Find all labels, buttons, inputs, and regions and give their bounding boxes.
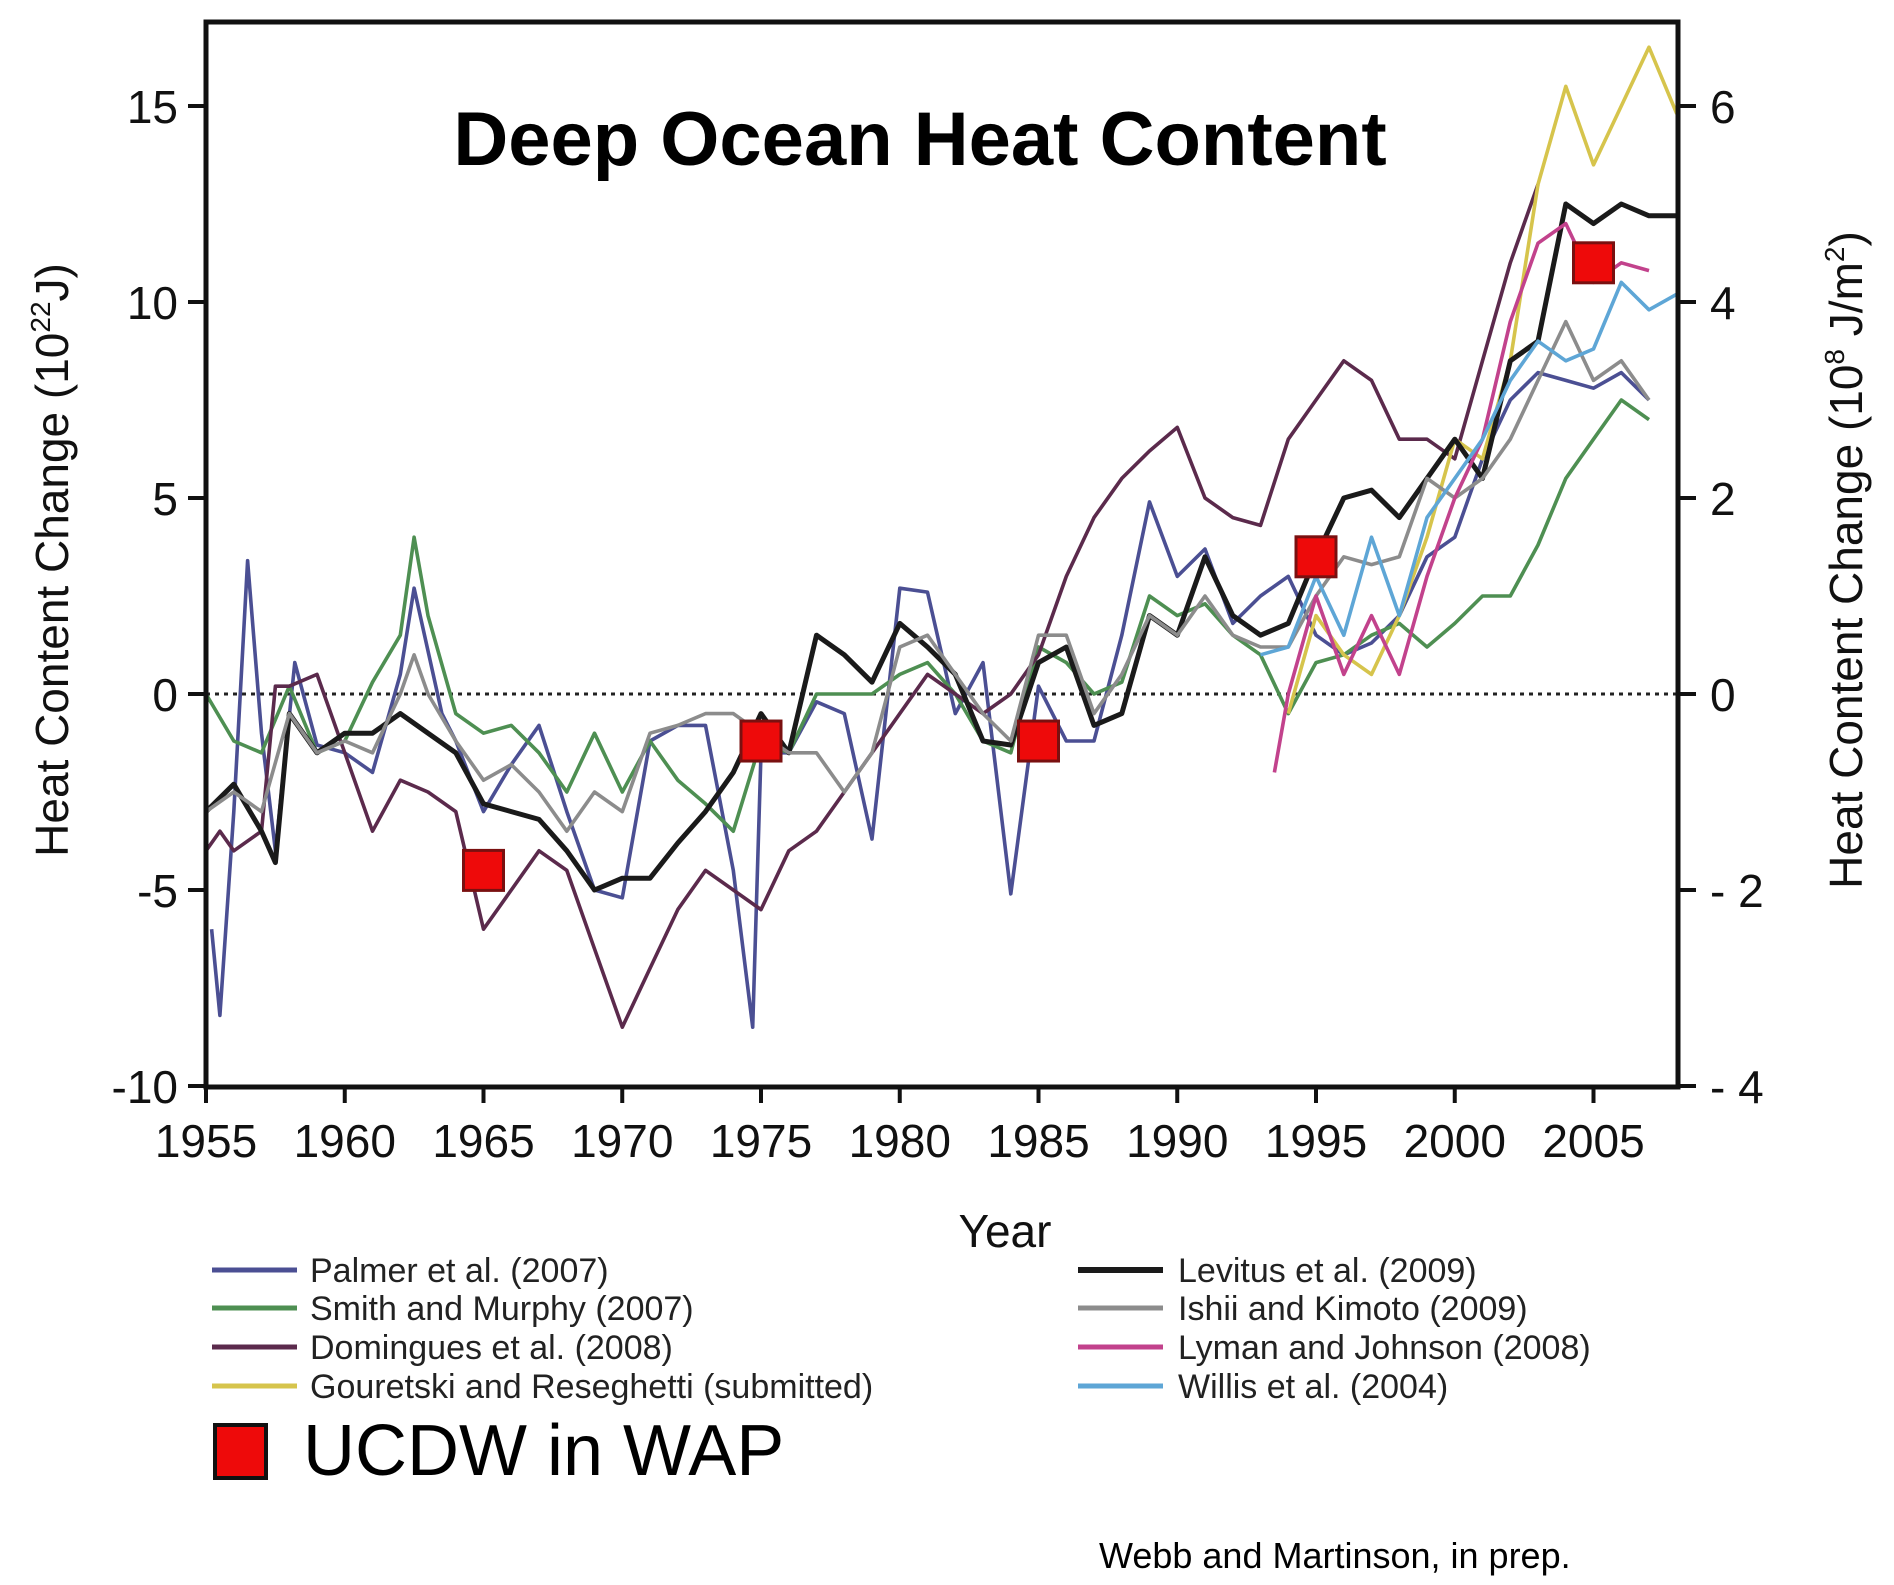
y2-tick-label: - 4: [1710, 1061, 1764, 1113]
x-tick-label: 1990: [1126, 1115, 1228, 1167]
legend-label: Smith and Murphy (2007): [310, 1290, 694, 1328]
ucdw-marker: [1572, 241, 1615, 285]
x-tick-label: 1960: [294, 1115, 396, 1167]
y-tick-label: -10: [112, 1061, 178, 1113]
y-axis-ticks: 15 10 5 0 -5 -10: [112, 81, 206, 1113]
legend: Palmer et al. (2007)Smith and Murphy (20…: [212, 1252, 1591, 1406]
ucdw-legend: UCDW in WAP: [213, 1411, 784, 1491]
legend-label: Willis et al. (2004): [1178, 1368, 1448, 1406]
ucdw-legend-label: UCDW in WAP: [303, 1411, 784, 1491]
y-tick-label: -5: [137, 865, 178, 917]
y2-tick-label: 2: [1710, 473, 1736, 525]
x-tick-label: 1975: [710, 1115, 812, 1167]
series-group: [206, 45, 1678, 1029]
y2-axis-title: Heat Content Change (108 J/m2): [1819, 231, 1872, 889]
y2-axis-title-main: Heat Content Change (10: [1820, 365, 1872, 889]
series-line-4: [1286, 45, 1678, 715]
y-tick-label: 0: [152, 669, 178, 721]
ucdw-marker: [1017, 719, 1060, 763]
y2-axis-title-close: ): [1820, 231, 1872, 246]
y2-axis-ticks: 6 4 2 0 - 2 - 4: [1678, 81, 1764, 1113]
y-axis-title-end: J): [26, 263, 78, 301]
y2-tick-label: 6: [1710, 81, 1736, 133]
x-tick-label: 1965: [432, 1115, 534, 1167]
ucdw-markers: [462, 241, 1615, 892]
y-tick-label: 15: [127, 81, 178, 133]
x-tick-label: 1980: [849, 1115, 951, 1167]
x-tick-label: 1985: [987, 1115, 1089, 1167]
x-axis-ticks: 1955 1960 1965 1970 1975 1980 1985 1990 1995 2000…: [155, 1087, 1645, 1167]
ucdw-legend-swatch: [213, 1423, 268, 1480]
legend-label: Ishii and Kimoto (2009): [1178, 1290, 1528, 1328]
legend-label: Gouretski and Reseghetti (submitted): [310, 1368, 873, 1406]
y2-tick-label: 4: [1710, 277, 1736, 329]
x-tick-label: 1955: [155, 1115, 257, 1167]
plot-frame: [203, 19, 1681, 1090]
y-axis-title: Heat Content Change (1022J): [25, 263, 78, 857]
series-line-6: [206, 319, 1651, 834]
chart-title: Deep Ocean Heat Content: [453, 97, 1386, 182]
legend-label: Domingues et al. (2008): [310, 1329, 673, 1367]
ucdw-marker: [462, 848, 505, 892]
y2-tick-label: 0: [1710, 669, 1736, 721]
ucdw-marker: [739, 719, 783, 763]
y2-axis-title-sup2: 2: [1819, 247, 1850, 263]
legend-label: Palmer et al. (2007): [310, 1252, 609, 1290]
y-tick-label: 5: [152, 473, 178, 525]
ucdw-marker: [1294, 535, 1338, 579]
x-tick-label: 2005: [1542, 1115, 1644, 1167]
y2-axis-title-sup: 8: [1819, 349, 1850, 365]
series-line-7: [1272, 221, 1650, 773]
y-tick-label: 10: [127, 277, 178, 329]
x-tick-label: 1970: [571, 1115, 673, 1167]
legend-label: Lyman and Johnson (2008): [1178, 1329, 1591, 1367]
series-line-8: [1260, 280, 1678, 657]
x-tick-label: 1995: [1265, 1115, 1367, 1167]
series-line-2: [206, 398, 1651, 834]
y-axis-title-sup: 22: [25, 301, 56, 332]
legend-label: Levitus et al. (2009): [1178, 1252, 1477, 1290]
x-axis-title: Year: [959, 1205, 1052, 1257]
credit-text: Webb and Martinson, in prep.: [1099, 1535, 1571, 1576]
y-axis-title-main: Heat Content Change (10: [26, 333, 78, 857]
y2-tick-label: - 2: [1710, 865, 1764, 917]
series-line-5: [206, 201, 1677, 893]
y2-axis-title-mid: J/m: [1820, 262, 1872, 349]
x-tick-label: 2000: [1404, 1115, 1506, 1167]
